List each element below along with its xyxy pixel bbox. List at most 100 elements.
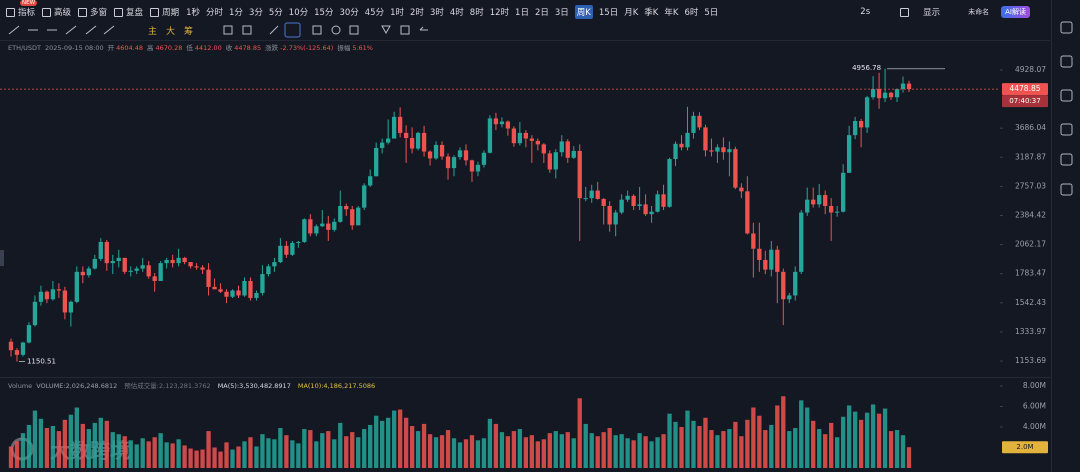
interval[interactable]: 5分 xyxy=(268,8,283,18)
icon xyxy=(114,8,124,17)
volume-bar xyxy=(715,435,720,468)
volume-bar xyxy=(751,407,756,468)
candle-body xyxy=(805,199,810,213)
volume-bar xyxy=(8,446,14,468)
interval[interactable]: 10分 xyxy=(288,8,309,18)
info-label: 低 xyxy=(186,44,193,52)
volume-bar xyxy=(194,450,199,468)
candle-body xyxy=(595,190,600,199)
candle-body xyxy=(302,219,307,242)
volume-bar xyxy=(655,437,660,468)
volume-bar xyxy=(475,440,481,468)
volume-bar xyxy=(236,446,241,468)
candle-body xyxy=(56,289,62,291)
candle-body xyxy=(362,185,367,208)
volume-bar xyxy=(92,422,97,468)
candle-body xyxy=(50,289,56,300)
ai-button[interactable]: AI解读 xyxy=(1001,6,1030,18)
interval[interactable]: 15分 xyxy=(314,8,334,18)
interval[interactable]: 周K xyxy=(574,5,593,19)
interval[interactable]: 3时 xyxy=(429,8,444,18)
interval[interactable]: 1分 xyxy=(229,8,243,18)
toolbar-item[interactable]: 复盘 xyxy=(114,6,143,18)
display[interactable]: 显示 xyxy=(923,8,941,18)
refresh[interactable]: 2s xyxy=(860,7,871,17)
volume-bar xyxy=(553,431,558,468)
interval[interactable]: 1日 xyxy=(515,8,529,18)
volume-bar xyxy=(254,446,259,468)
candle-body xyxy=(386,138,391,143)
volume-bar xyxy=(595,436,600,468)
volume-bar xyxy=(445,430,451,468)
candle-body xyxy=(68,301,74,313)
volume-bar xyxy=(218,451,223,468)
toolbar-right: 2s 显示 未命名 AI解读 xyxy=(860,6,1046,18)
volume-bar xyxy=(799,400,804,468)
toolbar-item[interactable]: 指标 NEW xyxy=(6,0,38,18)
candle-body xyxy=(212,286,217,290)
toolbar-item[interactable]: 周期 xyxy=(150,6,179,18)
interval[interactable]: 2日 xyxy=(534,8,549,18)
interval[interactable]: 3分 xyxy=(248,8,263,18)
icon xyxy=(6,8,15,17)
volume-bar xyxy=(403,417,409,468)
countdown-badge xyxy=(1002,95,1048,108)
candle-body xyxy=(284,245,289,255)
volume-bar xyxy=(625,438,630,468)
volume-bar xyxy=(781,396,786,468)
interval[interactable]: 5日 xyxy=(704,8,719,18)
candle-body xyxy=(194,266,199,268)
volume-bar xyxy=(739,436,744,468)
volume-bar xyxy=(284,435,289,468)
countdown: 07:40:37 xyxy=(1009,97,1040,105)
interval[interactable]: 1秒 xyxy=(186,8,200,18)
interval[interactable]: 1时 xyxy=(390,8,405,18)
candle-body xyxy=(146,265,151,277)
volume-bar xyxy=(846,405,852,468)
indicator-shortcut[interactable]: 大 xyxy=(166,26,176,37)
interval[interactable]: 3日 xyxy=(554,8,569,18)
candle-body xyxy=(170,259,175,264)
volume-bar xyxy=(320,433,325,468)
candle-body xyxy=(140,265,145,269)
collapse-tab[interactable] xyxy=(0,250,4,266)
interval[interactable]: 15日 xyxy=(598,8,619,18)
toolbar-label: 复盘 xyxy=(126,8,144,18)
candle-body xyxy=(380,142,385,148)
info-value: 4478.85 xyxy=(234,44,262,52)
candle-body xyxy=(589,190,594,199)
interval[interactable]: 4时 xyxy=(449,8,464,18)
interval[interactable]: 45分 xyxy=(364,8,385,18)
toolbar-item[interactable]: 多窗 xyxy=(78,6,107,18)
interval[interactable]: 季K xyxy=(644,8,659,18)
volume-bar xyxy=(817,429,822,468)
interval[interactable]: 6时 xyxy=(684,8,699,18)
interval[interactable]: 12时 xyxy=(489,8,510,18)
interval[interactable]: 2时 xyxy=(410,8,424,18)
volume-bar xyxy=(793,428,798,468)
candle-body xyxy=(727,149,732,153)
toolbar-item[interactable]: 高级 xyxy=(42,6,71,18)
volume-bar xyxy=(577,398,582,468)
interval[interactable]: 年K xyxy=(664,8,679,18)
candle-body xyxy=(757,248,762,260)
low-label: 1150.51 xyxy=(27,358,56,366)
icon xyxy=(150,8,160,17)
volume-bar xyxy=(703,417,708,468)
candle-body xyxy=(817,195,822,205)
volume-bar xyxy=(164,442,169,468)
candle-body xyxy=(152,276,157,281)
indicator-shortcut[interactable]: 筹 xyxy=(184,26,194,37)
volume-bar xyxy=(481,438,487,468)
interval[interactable]: 8时 xyxy=(469,8,484,18)
interval[interactable]: 月K xyxy=(624,8,639,18)
interval[interactable]: 30分 xyxy=(339,8,359,18)
layout-name[interactable]: 未命名 xyxy=(968,8,990,16)
volume-bar xyxy=(535,441,540,468)
candle-body xyxy=(553,152,558,170)
candle-body xyxy=(846,135,852,173)
candle-body xyxy=(529,138,534,141)
indicator-shortcut[interactable]: 主 xyxy=(148,26,158,37)
interval[interactable]: 分时 xyxy=(206,8,224,18)
